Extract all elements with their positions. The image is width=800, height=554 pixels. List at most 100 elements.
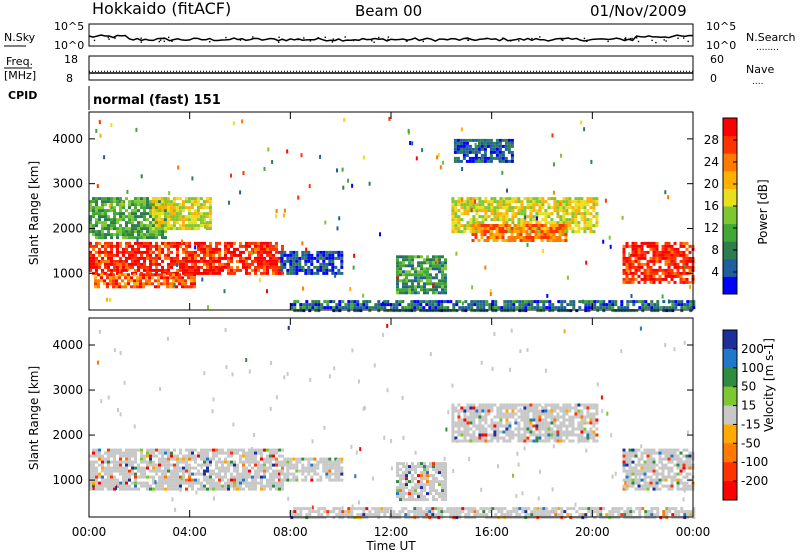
data-cell — [206, 448, 209, 452]
data-cell — [239, 268, 242, 272]
data-cell — [423, 291, 426, 295]
data-cell — [224, 484, 227, 488]
data-cell — [155, 466, 158, 470]
data-cell — [538, 430, 542, 434]
data-cell — [209, 253, 212, 257]
data-cell — [495, 141, 499, 145]
data-cell — [446, 306, 450, 310]
noise-search-point — [531, 37, 533, 40]
data-cell — [402, 288, 405, 292]
data-cell — [137, 233, 140, 237]
data-cell — [98, 230, 101, 234]
data-cell — [667, 484, 671, 488]
data-cell — [555, 230, 559, 233]
data-cell — [106, 273, 109, 277]
data-cell — [558, 227, 562, 230]
data-cell — [128, 472, 131, 476]
data-cell — [655, 469, 659, 473]
data-cell — [260, 265, 263, 269]
data-cell — [199, 197, 203, 201]
data-cell — [520, 224, 524, 228]
data-cell — [652, 460, 656, 464]
data-cell — [602, 300, 606, 304]
data-cell — [302, 306, 306, 310]
data-cell — [414, 255, 417, 259]
data-cell — [661, 451, 665, 455]
data-cell — [640, 253, 644, 257]
data-cell — [469, 439, 473, 443]
data-cell — [396, 480, 399, 484]
data-cell — [631, 460, 635, 464]
data-cell — [484, 218, 488, 222]
data-cell — [245, 265, 248, 269]
data-cell — [95, 244, 98, 248]
data-cell — [514, 227, 518, 231]
data-cell — [590, 306, 594, 310]
data-cell — [517, 218, 521, 222]
data-cell — [592, 418, 596, 422]
data-cell — [685, 454, 689, 458]
data-cell — [107, 250, 110, 254]
data-cell — [254, 268, 257, 272]
data-cell — [107, 463, 110, 467]
data-cell — [522, 236, 526, 239]
data-cell — [175, 206, 179, 210]
data-cell — [310, 457, 314, 461]
data-cell — [209, 250, 212, 254]
data-speck — [471, 285, 474, 290]
data-cell — [221, 268, 224, 272]
data-cell — [292, 265, 296, 269]
data-cell — [254, 472, 257, 476]
data-cell — [420, 264, 423, 268]
data-cell — [670, 484, 674, 488]
data-cell — [94, 285, 97, 289]
data-cell — [175, 209, 179, 213]
data-cell — [472, 215, 476, 219]
data-cell — [289, 271, 293, 275]
data-cell — [490, 427, 494, 431]
data-cell — [592, 215, 596, 219]
data-cell — [263, 259, 266, 263]
data-cell — [553, 439, 557, 443]
data-cell — [205, 212, 209, 216]
data-cell — [568, 212, 572, 216]
data-cell — [272, 463, 275, 467]
data-cell — [463, 433, 467, 437]
data-cell — [350, 303, 354, 307]
data-cell — [301, 250, 305, 254]
data-cell — [146, 487, 149, 491]
data-cell — [652, 484, 656, 488]
data-speck — [664, 190, 667, 195]
data-cell — [532, 406, 536, 410]
data-cell — [502, 403, 506, 407]
data-cell — [298, 469, 302, 473]
data-cell — [337, 472, 341, 476]
data-cell — [577, 200, 581, 204]
data-cell — [176, 472, 179, 476]
data-cell — [550, 433, 554, 437]
data-cell — [236, 484, 239, 488]
data-cell — [166, 227, 170, 231]
data-cell — [595, 215, 599, 219]
data-cell — [565, 412, 569, 416]
data-cell — [405, 474, 408, 478]
data-cell — [239, 241, 242, 245]
data-cell — [193, 285, 196, 289]
data-cell — [164, 268, 167, 272]
data-cell — [667, 460, 671, 464]
data-cell — [441, 471, 444, 475]
data-cell — [194, 454, 197, 458]
data-cell — [299, 510, 303, 514]
data-cell — [164, 209, 167, 213]
data-cell — [475, 439, 479, 443]
data-cell — [426, 477, 429, 481]
data-cell — [131, 250, 134, 254]
data-cell — [113, 265, 116, 269]
data-cell — [537, 227, 541, 230]
data-cell — [472, 218, 476, 222]
data-cell — [137, 241, 140, 245]
data-cell — [182, 241, 185, 245]
data-cell — [478, 406, 482, 410]
data-cell — [337, 256, 341, 260]
data-cell — [95, 448, 98, 452]
